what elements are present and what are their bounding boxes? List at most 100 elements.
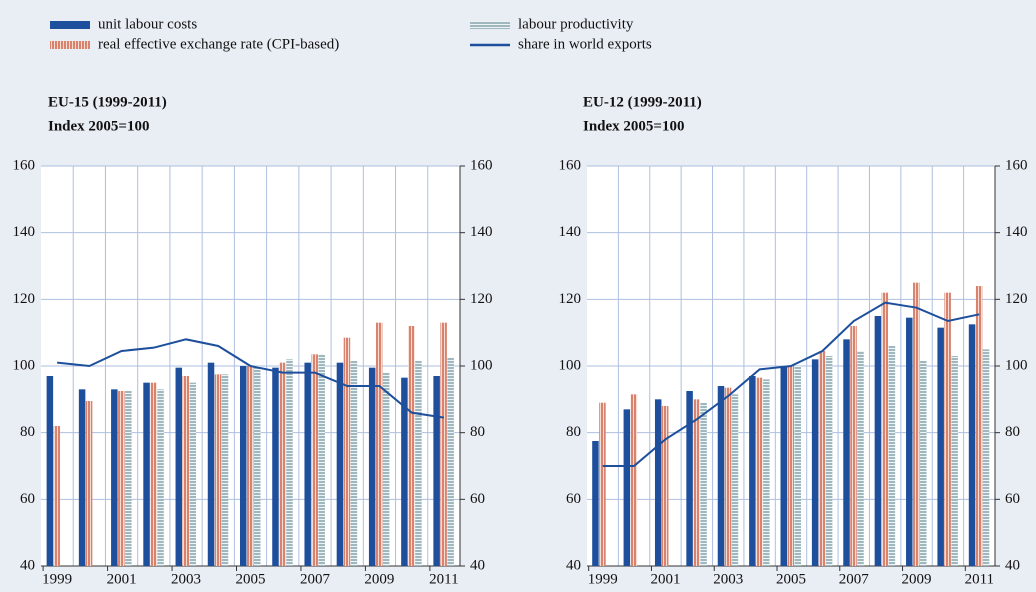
bar bbox=[717, 386, 725, 566]
bar bbox=[240, 366, 247, 566]
bar bbox=[272, 367, 279, 566]
y-tick-label: 140 bbox=[13, 224, 36, 240]
x-tick-label: 2003 bbox=[713, 571, 743, 587]
bar-series: unit labour costs bbox=[46, 362, 440, 566]
y2-tick-label: 100 bbox=[470, 357, 493, 373]
line bbox=[602, 301, 980, 467]
y2-tick-label: 140 bbox=[1005, 224, 1028, 240]
bar bbox=[794, 366, 801, 566]
legend-label: unit labour costs bbox=[98, 16, 197, 32]
y-tick-label: 80 bbox=[20, 424, 35, 440]
bar bbox=[749, 376, 756, 566]
y2-tick-label: 140 bbox=[470, 224, 493, 240]
y-tick-label: 40 bbox=[20, 557, 35, 573]
x-tick-label: 2005 bbox=[776, 571, 806, 587]
bar bbox=[592, 441, 599, 566]
y2-tick-label: 60 bbox=[470, 491, 485, 507]
legend-swatch bbox=[50, 21, 90, 29]
bar bbox=[686, 391, 693, 566]
y2-tick-label: 80 bbox=[470, 424, 485, 440]
y2-tick-label: 120 bbox=[470, 291, 493, 307]
bar bbox=[286, 359, 293, 566]
bar bbox=[111, 389, 118, 566]
bar bbox=[143, 382, 150, 566]
y2-tick-label: 100 bbox=[1005, 357, 1028, 373]
x-tick-label: 2007 bbox=[839, 571, 870, 587]
y-tick-label: 120 bbox=[559, 291, 582, 307]
bar-series: labour productivity bbox=[700, 346, 990, 566]
bar bbox=[920, 361, 927, 566]
x-tick-label: 2011 bbox=[965, 571, 994, 587]
bar bbox=[700, 402, 707, 566]
legend-swatch bbox=[50, 41, 90, 49]
bar bbox=[857, 351, 864, 566]
bar bbox=[382, 372, 390, 566]
bar bbox=[254, 366, 261, 566]
bar bbox=[888, 346, 896, 566]
y2-tick-label: 60 bbox=[1005, 491, 1020, 507]
bar bbox=[368, 367, 376, 566]
bar bbox=[247, 366, 254, 566]
x-tick-label: 2009 bbox=[364, 571, 394, 587]
bar bbox=[157, 389, 164, 566]
bar-series: real effective exchange rate (CPI-based) bbox=[599, 282, 983, 566]
bar bbox=[343, 337, 351, 566]
y2-tick-label: 160 bbox=[470, 157, 493, 173]
bar bbox=[433, 376, 440, 566]
x-tick-label: 2007 bbox=[300, 571, 331, 587]
bar bbox=[78, 389, 86, 566]
x-tick-label: 2001 bbox=[107, 571, 137, 587]
bar bbox=[881, 292, 889, 566]
bar bbox=[118, 391, 125, 566]
bar bbox=[599, 402, 606, 566]
bar bbox=[311, 354, 318, 566]
bar bbox=[630, 394, 638, 566]
bar bbox=[85, 401, 93, 566]
bar bbox=[623, 409, 631, 566]
panel-subtitle: Index 2005=100 bbox=[583, 118, 684, 134]
line-series: share in world exports bbox=[602, 301, 980, 467]
bar bbox=[318, 354, 325, 566]
bar bbox=[975, 286, 983, 566]
bar-series: real effective exchange rate (CPI-based) bbox=[53, 322, 447, 566]
bar bbox=[874, 316, 882, 566]
y-tick-label: 60 bbox=[566, 491, 581, 507]
bar bbox=[440, 322, 447, 566]
bar bbox=[818, 351, 826, 566]
bar bbox=[336, 362, 344, 566]
bar bbox=[654, 399, 662, 566]
bar bbox=[279, 362, 286, 566]
x-tick-label: 1999 bbox=[42, 571, 72, 587]
bar bbox=[951, 356, 958, 566]
bar bbox=[906, 317, 913, 566]
bar bbox=[408, 326, 415, 566]
bar bbox=[46, 376, 54, 566]
legend-label: share in world exports bbox=[518, 36, 652, 52]
bar bbox=[350, 361, 358, 566]
bar bbox=[731, 394, 739, 566]
y2-tick-label: 80 bbox=[1005, 424, 1020, 440]
bar-series: unit labour costs bbox=[592, 316, 976, 566]
legend-label: real effective exchange rate (CPI-based) bbox=[98, 36, 339, 52]
panel-title: EU-15 (1999-2011) bbox=[48, 94, 167, 110]
bar bbox=[661, 406, 669, 566]
bar bbox=[375, 322, 383, 566]
bar bbox=[787, 366, 794, 566]
y2-tick-label: 40 bbox=[1005, 557, 1020, 573]
bar bbox=[401, 377, 408, 566]
bar bbox=[843, 339, 850, 566]
y-tick-label: 140 bbox=[559, 224, 582, 240]
x-tick-label: 2009 bbox=[902, 571, 932, 587]
y-tick-label: 60 bbox=[20, 491, 35, 507]
bar bbox=[447, 357, 454, 566]
y-tick-label: 120 bbox=[13, 291, 36, 307]
bar bbox=[125, 391, 132, 566]
legend-label: labour productivity bbox=[518, 16, 634, 32]
x-tick-label: 2011 bbox=[429, 571, 458, 587]
bar bbox=[189, 382, 197, 566]
y-tick-label: 100 bbox=[559, 357, 582, 373]
bar bbox=[53, 426, 61, 566]
bar bbox=[150, 382, 157, 566]
bar bbox=[415, 361, 422, 566]
